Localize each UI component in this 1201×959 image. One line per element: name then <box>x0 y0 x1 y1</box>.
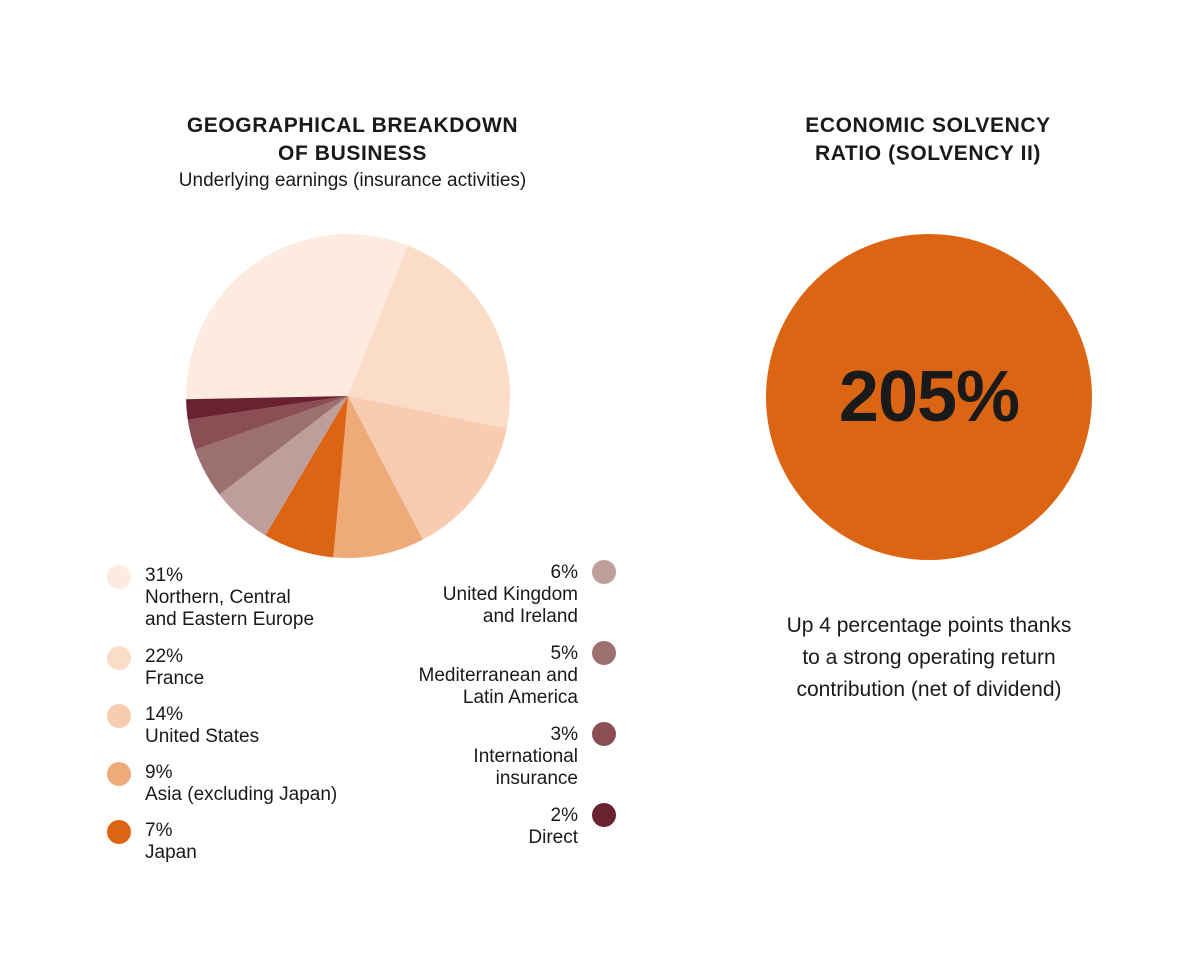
legend-label-line: insurance <box>495 768 578 789</box>
pie-slice-france <box>348 245 510 429</box>
chart-title-line-1: GEOGRAPHICAL BREAKDOWN <box>186 114 519 137</box>
pie-slice-international-insurance <box>187 396 348 450</box>
legend-label-line: Latin America <box>462 687 578 708</box>
legend-item-united-states: 14% United States <box>107 704 260 748</box>
legend-item-asia: 9% Asia (excluding Japan) <box>107 762 338 806</box>
legend-percent: 31% <box>145 565 184 586</box>
pie-slice-direct <box>186 396 348 420</box>
pie-chart <box>186 233 510 558</box>
legend-percent: 6% <box>550 562 578 583</box>
pie-slice-northern-central-and-eastern-europe <box>186 233 408 400</box>
legend-swatch <box>107 704 131 728</box>
solvency-title-line-2: RATIO (SOLVENCY II) <box>814 142 1042 165</box>
legend-label-line: France <box>145 668 205 689</box>
legend-label-line: Direct <box>528 827 578 848</box>
legend-swatch <box>592 803 616 827</box>
legend-label-line: and Eastern Europe <box>145 609 315 630</box>
pie-slice-united-states <box>348 396 507 540</box>
legend-label-line: Asia (excluding Japan) <box>145 784 338 805</box>
legend-item-mediterranean-latin-america: 5% Mediterranean and Latin America <box>418 641 616 709</box>
legend-swatch <box>107 565 131 589</box>
legend-swatch <box>107 820 131 844</box>
legend-percent: 22% <box>145 646 184 667</box>
legend-label-line: Mediterranean and <box>418 665 579 686</box>
legend-swatch <box>592 560 616 584</box>
legend-label-line: and Ireland <box>482 606 578 627</box>
legend-percent: 7% <box>145 820 173 841</box>
pie-slice-mediterranean-and-latin-america <box>195 396 348 495</box>
legend-label-line: Northern, Central <box>145 587 291 608</box>
legend-label-line: United States <box>145 726 260 747</box>
solvency-title-line-1: ECONOMIC SOLVENCY <box>805 114 1051 137</box>
legend-swatch <box>592 641 616 665</box>
solvency-circle: 205% <box>766 234 1092 560</box>
legend-label-line: International <box>473 746 578 767</box>
legend-percent: 14% <box>145 704 184 725</box>
solvency-ratio-value: 205% <box>838 357 1020 437</box>
legend-item-france: 22% France <box>107 646 205 690</box>
legend-swatch <box>107 762 131 786</box>
solvency-note: Up 4 percentage points thanks to a stron… <box>720 610 1138 706</box>
solvency-note-line: Up 4 percentage points thanks <box>786 614 1072 637</box>
pie-slice-united-kingdom-and-ireland <box>219 396 348 536</box>
legend-item-direct: 2% Direct <box>528 803 616 849</box>
legend-label-line: United Kingdom <box>442 584 578 605</box>
chart-title-line-2: OF BUSINESS <box>278 142 427 165</box>
pie-slice-asia-excluding-japan <box>333 396 423 558</box>
legend-item-international-insurance: 3% International insurance <box>473 722 616 790</box>
legend-item-northern-central-eastern-europe: 31% Northern, Central and Eastern Europe <box>107 565 315 631</box>
legend-swatch <box>592 722 616 746</box>
solvency-title: ECONOMIC SOLVENCY RATIO (SOLVENCY II) <box>728 112 1128 168</box>
legend-swatch <box>107 646 131 670</box>
legend-label-line: Japan <box>145 842 197 863</box>
legend-percent: 5% <box>550 643 578 664</box>
legend-percent: 9% <box>145 762 173 783</box>
chart-title: GEOGRAPHICAL BREAKDOWN OF BUSINESS <box>120 112 585 168</box>
chart-subtitle: Underlying earnings (insurance activitie… <box>178 170 527 191</box>
solvency-note-line: contribution (net of dividend) <box>796 678 1062 701</box>
solvency-note-line: to a strong operating return <box>802 646 1056 669</box>
pie-slice-japan <box>265 396 348 558</box>
legend-percent: 3% <box>550 724 578 745</box>
legend-item-united-kingdom-ireland: 6% United Kingdom and Ireland <box>442 560 616 628</box>
legend-item-japan: 7% Japan <box>107 820 197 864</box>
legend-percent: 2% <box>550 805 578 826</box>
